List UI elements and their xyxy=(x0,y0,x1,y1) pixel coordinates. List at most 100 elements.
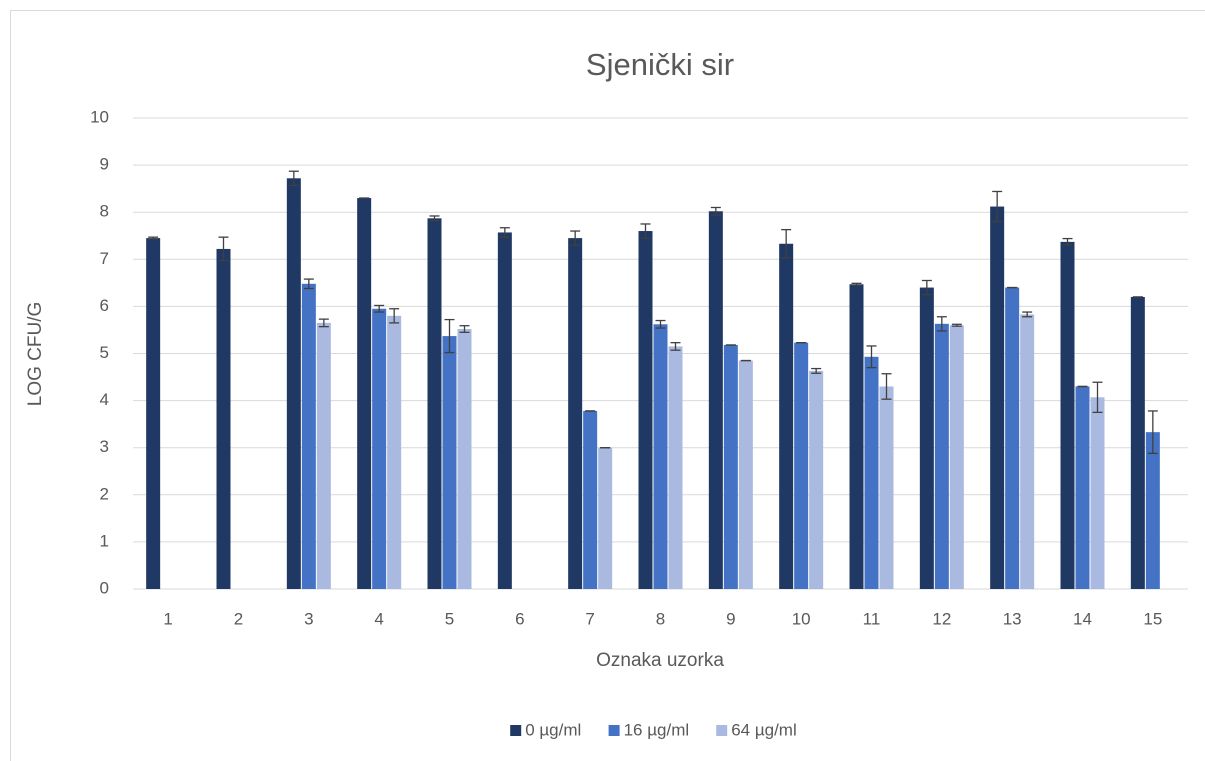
error-bar xyxy=(851,282,862,286)
bar xyxy=(598,447,613,589)
error-bar xyxy=(303,278,314,290)
x-tick-label: 12 xyxy=(932,609,951,628)
x-tick-label: 8 xyxy=(656,609,665,628)
error-bar xyxy=(811,367,822,374)
bar xyxy=(301,283,316,589)
bar xyxy=(372,308,387,589)
bar xyxy=(146,238,161,590)
legend-swatch xyxy=(716,725,728,736)
y-tick-label: 3 xyxy=(100,437,109,456)
bar xyxy=(794,342,809,589)
y-tick-label: 10 xyxy=(90,107,109,126)
bar xyxy=(879,386,894,589)
bar xyxy=(1060,241,1075,590)
error-bar xyxy=(670,342,681,351)
y-axis-label: LOG CFU/G xyxy=(25,302,46,407)
error-bar xyxy=(429,215,440,222)
y-tick-label: 9 xyxy=(100,155,109,174)
bar xyxy=(216,248,231,590)
legend-label: 16 µg/ml xyxy=(624,720,690,739)
x-tick-label: 5 xyxy=(445,609,454,628)
error-bar xyxy=(318,318,329,328)
y-tick-label: 5 xyxy=(100,343,109,362)
error-bar xyxy=(1092,381,1103,414)
error-bar xyxy=(218,236,229,262)
x-tick-label: 4 xyxy=(374,609,383,628)
bar xyxy=(286,178,301,589)
error-bar xyxy=(866,345,877,369)
y-tick-label: 8 xyxy=(100,202,109,221)
bar xyxy=(583,410,598,589)
bar xyxy=(568,238,583,590)
legend-label: 0 µg/ml xyxy=(525,720,581,739)
x-tick-label: 1 xyxy=(163,609,172,628)
bar xyxy=(442,336,457,589)
x-axis-label: Oznaka uzorka xyxy=(596,650,724,671)
bar xyxy=(990,206,1005,589)
y-tick-label: 2 xyxy=(100,484,109,503)
error-bar xyxy=(389,308,400,324)
error-bar xyxy=(710,206,721,216)
x-tick-label: 15 xyxy=(1143,609,1162,628)
bar xyxy=(949,325,964,589)
x-tick-label: 11 xyxy=(863,609,881,628)
error-bar xyxy=(936,316,947,332)
x-tick-label: 13 xyxy=(1003,609,1022,628)
error-bar xyxy=(459,325,470,333)
x-tick-label: 3 xyxy=(304,609,313,628)
bar xyxy=(387,315,402,589)
error-bar xyxy=(444,318,455,354)
bar xyxy=(316,322,331,589)
bar xyxy=(723,345,738,589)
bar xyxy=(668,346,683,589)
y-tick-label: 1 xyxy=(100,531,109,550)
error-bar xyxy=(781,228,792,259)
x-tick-label: 10 xyxy=(792,609,811,628)
bar xyxy=(708,211,723,589)
bar xyxy=(1005,287,1020,589)
error-bar xyxy=(921,279,932,296)
bar xyxy=(427,218,442,589)
bar xyxy=(919,287,934,589)
error-bar xyxy=(1147,410,1158,455)
bar xyxy=(357,198,372,589)
bar xyxy=(1090,397,1105,589)
error-bar xyxy=(570,230,581,246)
bar xyxy=(809,370,824,589)
error-bar xyxy=(374,304,385,313)
error-bar xyxy=(1022,311,1033,318)
y-tick-label: 7 xyxy=(100,249,109,268)
x-tick-label: 6 xyxy=(515,609,524,628)
error-bar xyxy=(1062,237,1073,246)
legend-swatch xyxy=(608,725,620,736)
bar xyxy=(849,284,864,589)
bar xyxy=(497,232,512,589)
bar xyxy=(1145,432,1160,589)
bar xyxy=(1130,296,1145,589)
error-bar xyxy=(655,319,666,329)
x-tick-label: 2 xyxy=(234,609,243,628)
y-tick-label: 0 xyxy=(100,578,109,597)
x-tick-label: 7 xyxy=(585,609,594,628)
error-bar xyxy=(992,190,1003,223)
bar xyxy=(864,356,879,589)
error-bar xyxy=(881,373,892,400)
error-bar xyxy=(499,227,510,238)
chart-title: Sjenički sir xyxy=(586,47,734,82)
error-bar xyxy=(148,236,159,240)
y-tick-label: 6 xyxy=(100,296,109,315)
error-bar xyxy=(288,170,299,187)
legend-swatch xyxy=(510,725,522,736)
error-bar xyxy=(951,323,962,327)
bar xyxy=(638,231,653,590)
x-tick-label: 9 xyxy=(726,609,735,628)
bar xyxy=(1020,314,1035,589)
x-tick-label: 14 xyxy=(1073,609,1092,628)
legend-label: 64 µg/ml xyxy=(731,720,797,739)
error-bar xyxy=(640,223,651,239)
bar xyxy=(934,323,949,589)
bar xyxy=(653,324,668,589)
bar xyxy=(1075,386,1090,589)
y-tick-label: 4 xyxy=(100,390,109,409)
